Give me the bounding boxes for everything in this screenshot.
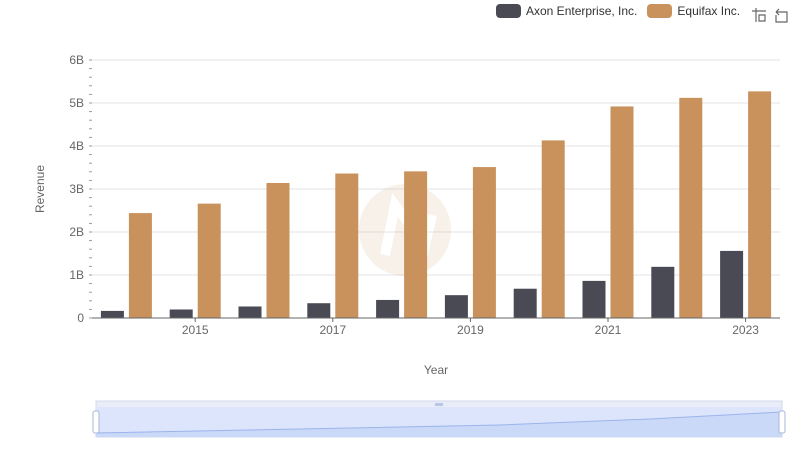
toolbox [746,6,790,24]
bar-axon-2018[interactable] [376,299,400,318]
bar-series [100,91,772,318]
y-tick-label: 2B [69,225,84,239]
y-tick-label: 3B [69,182,84,196]
bar-equifax-2018[interactable] [404,171,428,318]
x-tick-label: 2017 [319,323,346,337]
legend: Axon Enterprise, Inc. Equifax Inc. [496,4,750,18]
y-axis-title: Revenue [33,165,47,213]
bar-axon-2023[interactable] [720,250,744,318]
x-tick-label: 2023 [732,323,759,337]
bar-equifax-2016[interactable] [266,182,290,318]
bar-axon-2017[interactable] [307,303,331,318]
restore-icon[interactable] [772,6,790,24]
bar-equifax-2022[interactable] [679,97,703,318]
x-tick-label: 2019 [457,323,484,337]
slider-move-handle[interactable] [435,403,443,406]
bar-equifax-2015[interactable] [197,203,221,318]
legend-label: Equifax Inc. [677,4,741,18]
bar-axon-2020[interactable] [513,288,537,318]
slider-preview-area [96,412,782,437]
x-tick-label: 2015 [182,323,209,337]
zoom-icon[interactable] [750,6,768,24]
bar-equifax-2019[interactable] [472,167,496,318]
bar-axon-2014[interactable] [100,310,124,318]
bar-equifax-2021[interactable] [610,106,634,318]
bar-equifax-2017[interactable] [335,173,359,318]
bar-equifax-2020[interactable] [541,140,565,318]
bar-axon-2022[interactable] [651,266,675,318]
bar-axon-2019[interactable] [444,295,468,318]
y-tick-label: 0 [77,311,84,325]
x-axis-title: Year [424,363,448,377]
legend-label: Axon Enterprise, Inc. [526,4,638,18]
y-tick-label: 6B [69,53,84,67]
legend-item-equifax[interactable]: Equifax Inc. [647,4,740,18]
legend-swatch [647,4,673,18]
y-tick-label: 1B [69,268,84,282]
slider-preview-line [95,411,783,434]
y-axis: 0 1B 2B 3B 4B 5B 6B [69,53,92,325]
y-tick-label: 4B [69,139,84,153]
bar-equifax-2023[interactable] [748,91,772,318]
legend-item-axon[interactable]: Axon Enterprise, Inc. [496,4,637,18]
bar-axon-2021[interactable] [582,280,606,318]
data-zoom-slider[interactable] [92,400,786,438]
slider-left-handle[interactable] [92,410,100,434]
x-tick-label: 2021 [595,323,622,337]
bar-axon-2016[interactable] [238,306,262,318]
legend-swatch [496,4,521,18]
bar-equifax-2014[interactable] [128,213,152,318]
slider-right-handle[interactable] [778,410,786,434]
bar-axon-2015[interactable] [169,309,193,318]
y-tick-label: 5B [69,96,84,110]
x-axis: 2015 2017 2019 2021 2023 [92,317,780,337]
